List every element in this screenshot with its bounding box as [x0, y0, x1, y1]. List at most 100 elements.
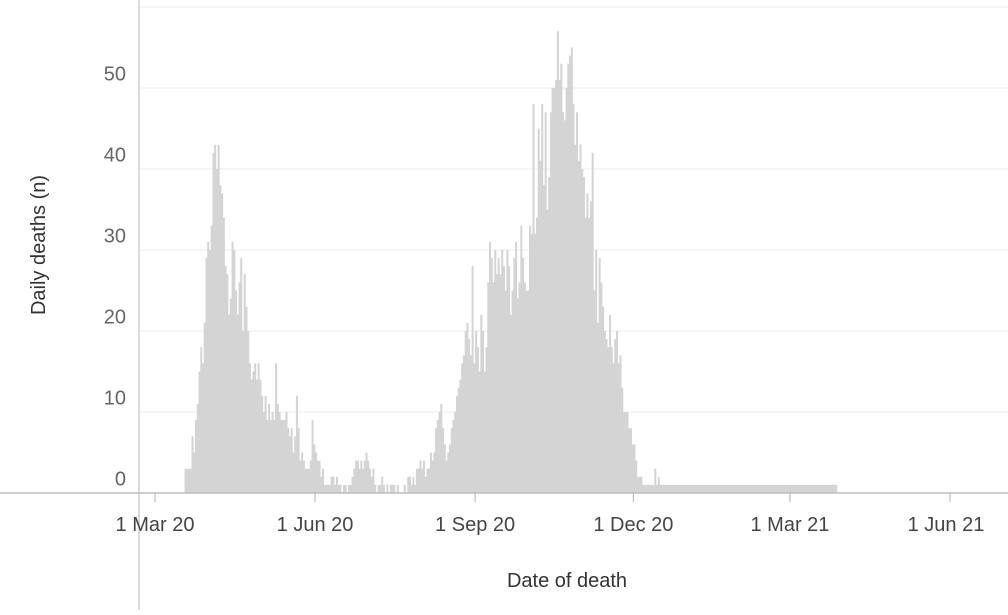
bar	[802, 484, 805, 493]
bar	[448, 444, 452, 493]
bar	[403, 484, 406, 493]
y-tick-label: 50	[104, 63, 126, 85]
bar	[628, 428, 631, 493]
bar	[582, 177, 585, 493]
bar	[492, 282, 495, 493]
bar	[316, 460, 319, 493]
bar	[353, 468, 356, 493]
bar	[675, 484, 678, 493]
bar	[600, 282, 603, 493]
bar	[349, 484, 352, 493]
bar	[186, 468, 189, 493]
bar	[408, 476, 412, 493]
bar	[584, 217, 587, 493]
bar	[313, 444, 316, 493]
bar	[318, 460, 321, 493]
bar	[809, 484, 812, 493]
bar	[442, 428, 445, 493]
bar	[532, 104, 535, 493]
bar	[762, 484, 765, 493]
bar	[191, 436, 194, 493]
x-tick-labels: 1 Mar 20 1 Jun 20 1 Sep 20 1 Dec 20 1 Mar 21…	[116, 493, 984, 536]
bar	[429, 452, 432, 493]
bar	[669, 484, 672, 493]
bar	[539, 160, 542, 493]
bar	[548, 177, 551, 493]
bar	[722, 484, 725, 493]
bar	[565, 88, 568, 493]
bar	[715, 484, 718, 493]
bar	[816, 484, 819, 493]
bar	[511, 290, 514, 493]
bar	[224, 266, 227, 493]
bar	[765, 484, 768, 493]
bar	[699, 484, 702, 493]
bar	[774, 484, 777, 493]
bar	[417, 468, 420, 493]
bar	[786, 484, 789, 493]
bar	[248, 363, 251, 493]
bar	[422, 460, 425, 493]
bar	[553, 88, 556, 493]
bar	[642, 484, 645, 493]
bar	[680, 484, 683, 493]
bar	[673, 484, 676, 493]
bar	[285, 412, 288, 493]
bar	[335, 476, 338, 493]
bar	[455, 395, 458, 493]
bar	[701, 484, 704, 493]
bar	[370, 476, 373, 493]
bar	[574, 144, 577, 493]
bar	[259, 379, 262, 493]
bar	[647, 484, 650, 493]
bar	[372, 468, 375, 493]
bar	[702, 484, 706, 493]
bar	[713, 484, 716, 493]
bar	[530, 233, 533, 494]
bar	[796, 484, 799, 493]
bar	[650, 484, 653, 493]
bar	[772, 484, 775, 493]
bar	[292, 452, 295, 493]
x-tick-label: 1 Dec 20	[593, 514, 673, 536]
bar	[692, 484, 695, 493]
bar	[208, 250, 211, 493]
bar	[676, 484, 679, 493]
bar	[577, 160, 580, 493]
bar	[697, 484, 700, 493]
bar	[589, 201, 592, 493]
bar	[222, 217, 225, 493]
bar	[546, 209, 549, 493]
bar	[281, 420, 285, 493]
bar	[330, 476, 333, 493]
bar	[290, 428, 293, 493]
y-tick-labels: 0 10 20 30 40 50 60	[104, 0, 126, 490]
bar	[690, 484, 693, 493]
y-tick-label: 20	[104, 306, 126, 328]
bar	[708, 484, 711, 493]
bar	[459, 379, 462, 493]
bar	[784, 484, 787, 493]
bar	[269, 420, 272, 493]
bar	[581, 169, 584, 493]
bar	[631, 444, 634, 493]
bar	[736, 484, 739, 493]
bar	[826, 484, 829, 493]
bar	[304, 468, 307, 493]
bar	[525, 290, 528, 493]
bar	[487, 282, 490, 493]
bar	[748, 484, 751, 493]
bar	[828, 484, 831, 493]
bar	[257, 363, 260, 493]
bar	[593, 290, 596, 493]
bar	[814, 484, 817, 493]
bar	[337, 484, 340, 493]
bar	[579, 144, 582, 493]
bar	[382, 484, 385, 493]
bar	[195, 420, 198, 493]
bar	[586, 193, 589, 494]
bar	[704, 484, 707, 493]
bar	[635, 460, 638, 493]
bar	[410, 484, 413, 493]
